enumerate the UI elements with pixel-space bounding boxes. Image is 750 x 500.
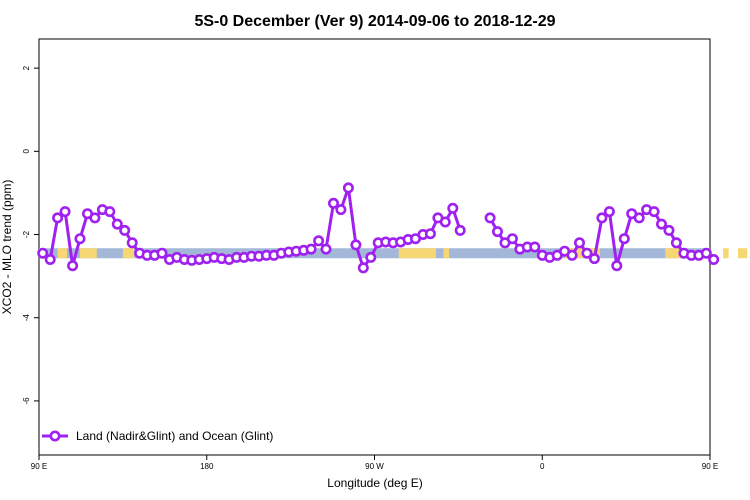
data-point bbox=[447, 202, 459, 214]
data-point bbox=[350, 239, 362, 251]
data-point bbox=[454, 224, 466, 236]
data-point bbox=[104, 206, 116, 218]
x-tick-label: 180 bbox=[200, 462, 214, 471]
x-tick-label: 90 W bbox=[365, 462, 384, 471]
land-patch bbox=[122, 248, 135, 259]
y-tick-label: -2 bbox=[22, 230, 31, 238]
data-point bbox=[59, 206, 71, 218]
legend-point-marker bbox=[49, 430, 61, 442]
y-tick-label: 2 bbox=[22, 65, 31, 70]
data-point bbox=[633, 212, 645, 224]
data-point bbox=[156, 247, 168, 259]
data-point bbox=[670, 237, 682, 249]
land-patch bbox=[723, 248, 729, 259]
data-point bbox=[44, 254, 56, 266]
data-point bbox=[603, 206, 615, 218]
land-patch bbox=[80, 248, 97, 259]
data-point bbox=[365, 251, 377, 263]
data-point bbox=[424, 228, 436, 240]
data-point bbox=[357, 262, 369, 274]
data-point bbox=[320, 243, 332, 255]
data-point bbox=[588, 253, 600, 265]
data-point bbox=[618, 233, 630, 245]
series-layer bbox=[37, 182, 720, 274]
data-point bbox=[573, 237, 585, 249]
data-point bbox=[529, 241, 541, 253]
data-point bbox=[581, 247, 593, 259]
data-point bbox=[611, 260, 623, 272]
x-tick-label: 90 E bbox=[702, 462, 718, 471]
x-tick-label: 0 bbox=[540, 462, 545, 471]
data-point bbox=[342, 182, 354, 194]
data-point bbox=[313, 235, 325, 247]
data-point bbox=[566, 249, 578, 261]
data-point bbox=[305, 243, 317, 255]
data-point bbox=[484, 212, 496, 224]
data-point bbox=[663, 224, 675, 236]
data-point bbox=[439, 216, 451, 228]
data-point bbox=[506, 233, 518, 245]
legend-entry-land-ocean: Land (Nadir&Glint) and Ocean (Glint) bbox=[76, 429, 273, 443]
data-point bbox=[119, 224, 131, 236]
land-patch bbox=[57, 248, 67, 259]
y-axis-label: XCO2 - MLO trend (ppm) bbox=[0, 180, 14, 315]
y-tick-label: -6 bbox=[22, 397, 31, 405]
x-axis-ticks: 90 E 180 90 W 0 90 E bbox=[31, 455, 718, 471]
data-point bbox=[111, 218, 123, 230]
data-point bbox=[655, 218, 667, 230]
y-axis-ticks: 2 0 -2 -4 -6 bbox=[22, 65, 39, 404]
data-point bbox=[596, 212, 608, 224]
land-patch bbox=[443, 248, 450, 259]
land-patch bbox=[737, 248, 748, 259]
chart-title: 5S-0 December (Ver 9) 2014-09-06 to 2018… bbox=[194, 13, 555, 30]
x-axis-label: Longitude (deg E) bbox=[327, 476, 422, 490]
data-point bbox=[700, 247, 712, 259]
x-tick-label: 90 E bbox=[31, 462, 47, 471]
y-tick-label: 0 bbox=[22, 149, 31, 154]
legend: Land (Nadir&Glint) and Ocean (Glint) bbox=[42, 429, 273, 443]
data-point bbox=[126, 237, 138, 249]
data-point bbox=[74, 233, 86, 245]
data-point bbox=[491, 226, 503, 238]
data-point bbox=[52, 212, 64, 224]
land-patch bbox=[398, 248, 437, 259]
y-tick-label: -4 bbox=[22, 314, 31, 322]
data-point bbox=[708, 254, 720, 266]
data-point bbox=[89, 212, 101, 224]
data-point bbox=[67, 260, 79, 272]
data-point bbox=[335, 204, 347, 216]
data-point bbox=[37, 247, 49, 259]
data-point bbox=[648, 206, 660, 218]
data-point bbox=[327, 197, 339, 209]
land-patch bbox=[665, 248, 684, 259]
